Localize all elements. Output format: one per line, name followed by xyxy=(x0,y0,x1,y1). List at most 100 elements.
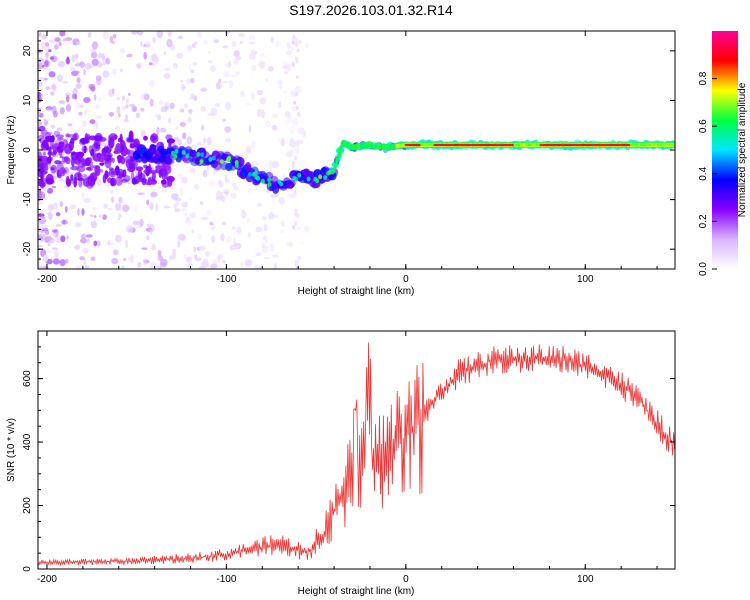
spectrogram-noise-blob xyxy=(230,192,237,199)
spectrogram-noise-blob xyxy=(38,107,42,116)
spectrogram-signal-blob xyxy=(150,170,158,174)
spectrogram-noise-blob xyxy=(264,256,271,260)
spectrogram-noise-blob xyxy=(45,42,50,47)
spectrogram-noise-blob xyxy=(294,221,298,226)
spectrogram-noise-blob xyxy=(256,89,264,96)
spectrogram-noise-blob xyxy=(190,77,195,84)
spectrogram-noise-blob xyxy=(221,195,226,202)
spectrogram-noise-blob xyxy=(83,97,91,103)
spectrogram-ridge-highlight xyxy=(174,149,179,154)
spectrogram-noise-blob xyxy=(89,214,94,218)
spectrogram-noise-blob xyxy=(193,246,197,253)
spectrogram-marks xyxy=(38,31,675,269)
spectrogram-noise-blob xyxy=(297,256,301,260)
spectrogram-noise-blob xyxy=(208,60,213,64)
spectrogram-noise-blob xyxy=(76,41,82,45)
spectrogram-signal-blob xyxy=(66,178,72,187)
spectrogram-y-ticks: 20 10 0 -10 -20 xyxy=(22,40,675,260)
spectrogram-noise-blob xyxy=(38,216,42,219)
spectrogram-noise-blob xyxy=(185,216,190,223)
spectrogram-noise-blob xyxy=(184,212,188,216)
spectrogram-noise-blob xyxy=(62,219,66,225)
spectrogram-noise-blob xyxy=(98,214,104,218)
spectrogram-signal-blob xyxy=(151,172,156,181)
spectrogram-noise-blob xyxy=(95,121,99,130)
spectrogram-noise-blob xyxy=(215,82,223,90)
spectrogram-signal-blob xyxy=(39,182,47,187)
spectrogram-noise-blob xyxy=(105,57,111,65)
spectrogram-noise-blob xyxy=(288,242,294,248)
spectrogram-noise-blob xyxy=(43,118,47,126)
spectrogram-ridge-core xyxy=(335,157,339,165)
spectrogram-noise-blob xyxy=(121,265,125,269)
spectrogram-noise-blob xyxy=(212,170,217,175)
spectrogram-signal-blob xyxy=(121,178,128,183)
spectrogram-noise-blob xyxy=(212,259,218,265)
spectrogram-noise-blob xyxy=(83,257,87,266)
spectrogram-noise-blob xyxy=(297,140,304,145)
spectrogram-noise-blob xyxy=(45,249,52,253)
spectrogram-noise-blob xyxy=(47,204,54,212)
spectrogram-noise-blob xyxy=(38,80,43,88)
spectrogram-noise-blob xyxy=(223,71,230,78)
spectrogram-noise-blob xyxy=(90,220,98,229)
spectrogram-noise-blob xyxy=(101,57,109,63)
spectrogram-noise-blob xyxy=(57,62,65,68)
spectrogram-signal-blob xyxy=(45,173,54,185)
spectrogram-y-tick-label: -20 xyxy=(22,242,33,257)
spectrogram-noise-blob xyxy=(163,73,171,79)
spectrogram-signal-blob xyxy=(165,134,173,141)
spectrogram-noise-blob xyxy=(262,216,267,220)
spectrogram-noise-blob xyxy=(94,94,97,101)
spectrogram-noise-blob xyxy=(218,79,221,84)
spectrogram-noise-blob xyxy=(149,228,153,235)
spectrogram-noise-blob xyxy=(60,235,66,243)
spectrogram-noise-blob xyxy=(142,257,147,266)
spectrogram-noise-blob xyxy=(247,232,251,238)
spectrogram-noise-blob xyxy=(126,53,133,58)
spectrogram-noise-blob xyxy=(235,71,240,75)
spectrogram-noise-blob xyxy=(76,77,81,84)
spectrogram-noise-blob xyxy=(91,58,99,66)
spectrogram-noise-blob xyxy=(153,57,159,63)
spectrogram-noise-blob xyxy=(59,31,66,37)
spectrogram-noise-blob xyxy=(41,227,49,232)
colorbar-tick-label: 0.2 xyxy=(698,214,709,228)
spectrogram-noise-blob xyxy=(41,64,45,68)
spectrogram-noise-blob xyxy=(96,178,102,186)
spectrogram-noise-blob xyxy=(279,229,285,234)
spectrogram-noise-blob xyxy=(282,65,288,70)
spectrogram-noise-blob xyxy=(290,193,297,199)
spectrogram-noise-blob xyxy=(209,65,217,72)
spectrogram-ridge-highlight xyxy=(219,159,224,165)
spectrogram-noise-blob xyxy=(59,201,63,208)
spectrogram-noise-blob xyxy=(81,192,85,199)
spectrogram-noise-blob xyxy=(208,51,211,54)
spectrogram-signal-blob xyxy=(45,145,50,151)
spectrogram-signal-blob xyxy=(103,146,112,154)
spectrogram-noise-blob xyxy=(250,140,256,149)
spectrogram-noise-blob xyxy=(295,146,300,155)
spectrogram-noise-blob xyxy=(191,229,195,234)
spectrogram-noise-blob xyxy=(128,104,136,107)
spectrogram-noise-blob xyxy=(187,261,193,269)
spectrogram-noise-blob xyxy=(216,82,221,90)
spectrogram-noise-blob xyxy=(130,253,134,260)
spectrogram-noise-blob xyxy=(240,41,243,44)
spectrogram-signal-blob xyxy=(41,155,49,164)
spectrogram-x-tick-label: 100 xyxy=(577,274,594,285)
spectrogram-noise-blob xyxy=(287,193,294,198)
spectrogram-noise-blob xyxy=(56,74,63,83)
spectrogram-noise-blob xyxy=(292,34,296,39)
spectrogram-noise-blob xyxy=(86,234,93,238)
spectrogram-noise-blob xyxy=(135,112,141,118)
spectrogram-noise-blob xyxy=(281,220,285,228)
spectrogram-noise-blob xyxy=(173,203,179,209)
spectrogram-noise-blob xyxy=(64,92,72,97)
spectrogram-noise-blob xyxy=(295,75,299,80)
spectrogram-signal-blob xyxy=(61,169,67,174)
spectrogram-noise-blob xyxy=(93,215,97,218)
spectrogram-signal-blob xyxy=(95,165,101,177)
spectrogram-noise-blob xyxy=(178,173,183,180)
spectrogram-noise-blob xyxy=(163,205,171,209)
